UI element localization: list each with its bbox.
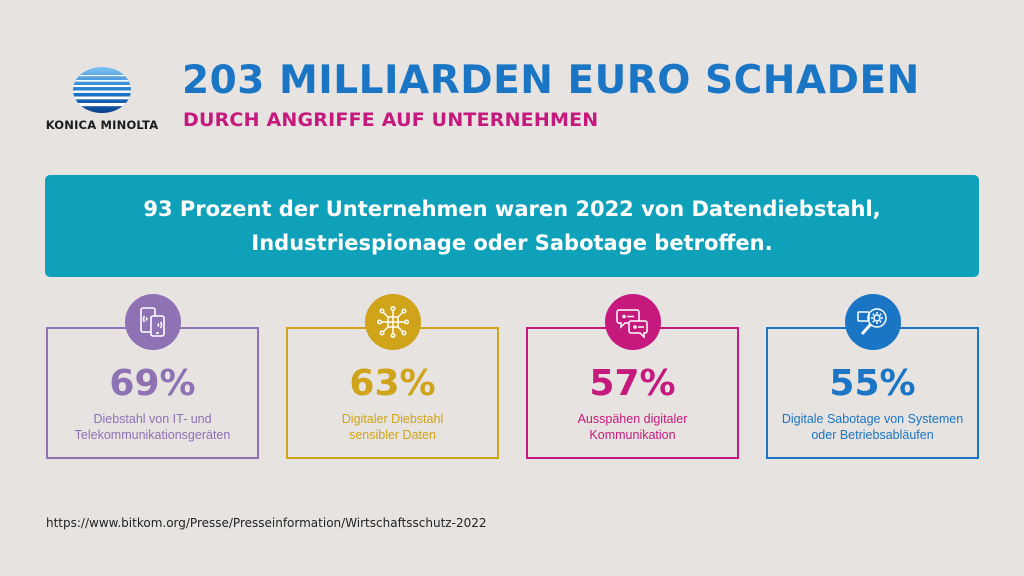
- stat-label: Ausspähen digitaler Kommunikation: [577, 412, 688, 442]
- speech-bubbles-icon: [604, 294, 661, 350]
- data-network-icon: [364, 294, 421, 350]
- stat-card-device-theft: 69% Diebstahl von IT- und Telekommunikat…: [46, 294, 259, 459]
- banner-line-2: Industriespionage oder Sabotage betroffe…: [251, 231, 773, 255]
- banner-line-1: 93 Prozent der Unternehmen waren 2022 vo…: [143, 197, 881, 221]
- stat-card-data-theft: 63% Digitaler Diebstahl sensibler Daten: [286, 294, 499, 459]
- stat-card-sabotage: 55% Digitale Sabotage von Systemen oder …: [766, 294, 979, 459]
- page-subtitle: DURCH ANGRIFFE AUF UNTERNEHMEN: [183, 109, 599, 131]
- banner-text: 93 Prozent der Unternehmen waren 2022 vo…: [92, 192, 932, 260]
- konica-minolta-logo: KONICA MINOLTA: [40, 62, 164, 142]
- stat-label: Diebstahl von IT- und Telekommunikations…: [74, 412, 231, 442]
- stat-card-espionage: 57% Ausspähen digitaler Kommunikation: [526, 294, 739, 459]
- stat-value: 55%: [829, 363, 916, 404]
- stat-label: Digitale Sabotage von Systemen oder Betr…: [781, 412, 964, 442]
- globe-icon: [73, 67, 131, 113]
- stat-label: Digitaler Diebstahl sensibler Daten: [341, 412, 444, 442]
- brand-name: KONICA MINOLTA: [45, 118, 159, 132]
- page-title: 203 MILLIARDEN EURO SCHADEN: [182, 58, 920, 103]
- phone-tablet-icon: [124, 294, 181, 350]
- highlight-banner: 93 Prozent der Unternehmen waren 2022 vo…: [45, 175, 979, 277]
- stat-value: 69%: [109, 363, 196, 404]
- source-link[interactable]: https://www.bitkom.org/Presse/Presseinfo…: [46, 516, 487, 530]
- stat-value: 57%: [589, 363, 676, 404]
- stat-value: 63%: [349, 363, 436, 404]
- gear-magnifier-icon: [844, 294, 901, 350]
